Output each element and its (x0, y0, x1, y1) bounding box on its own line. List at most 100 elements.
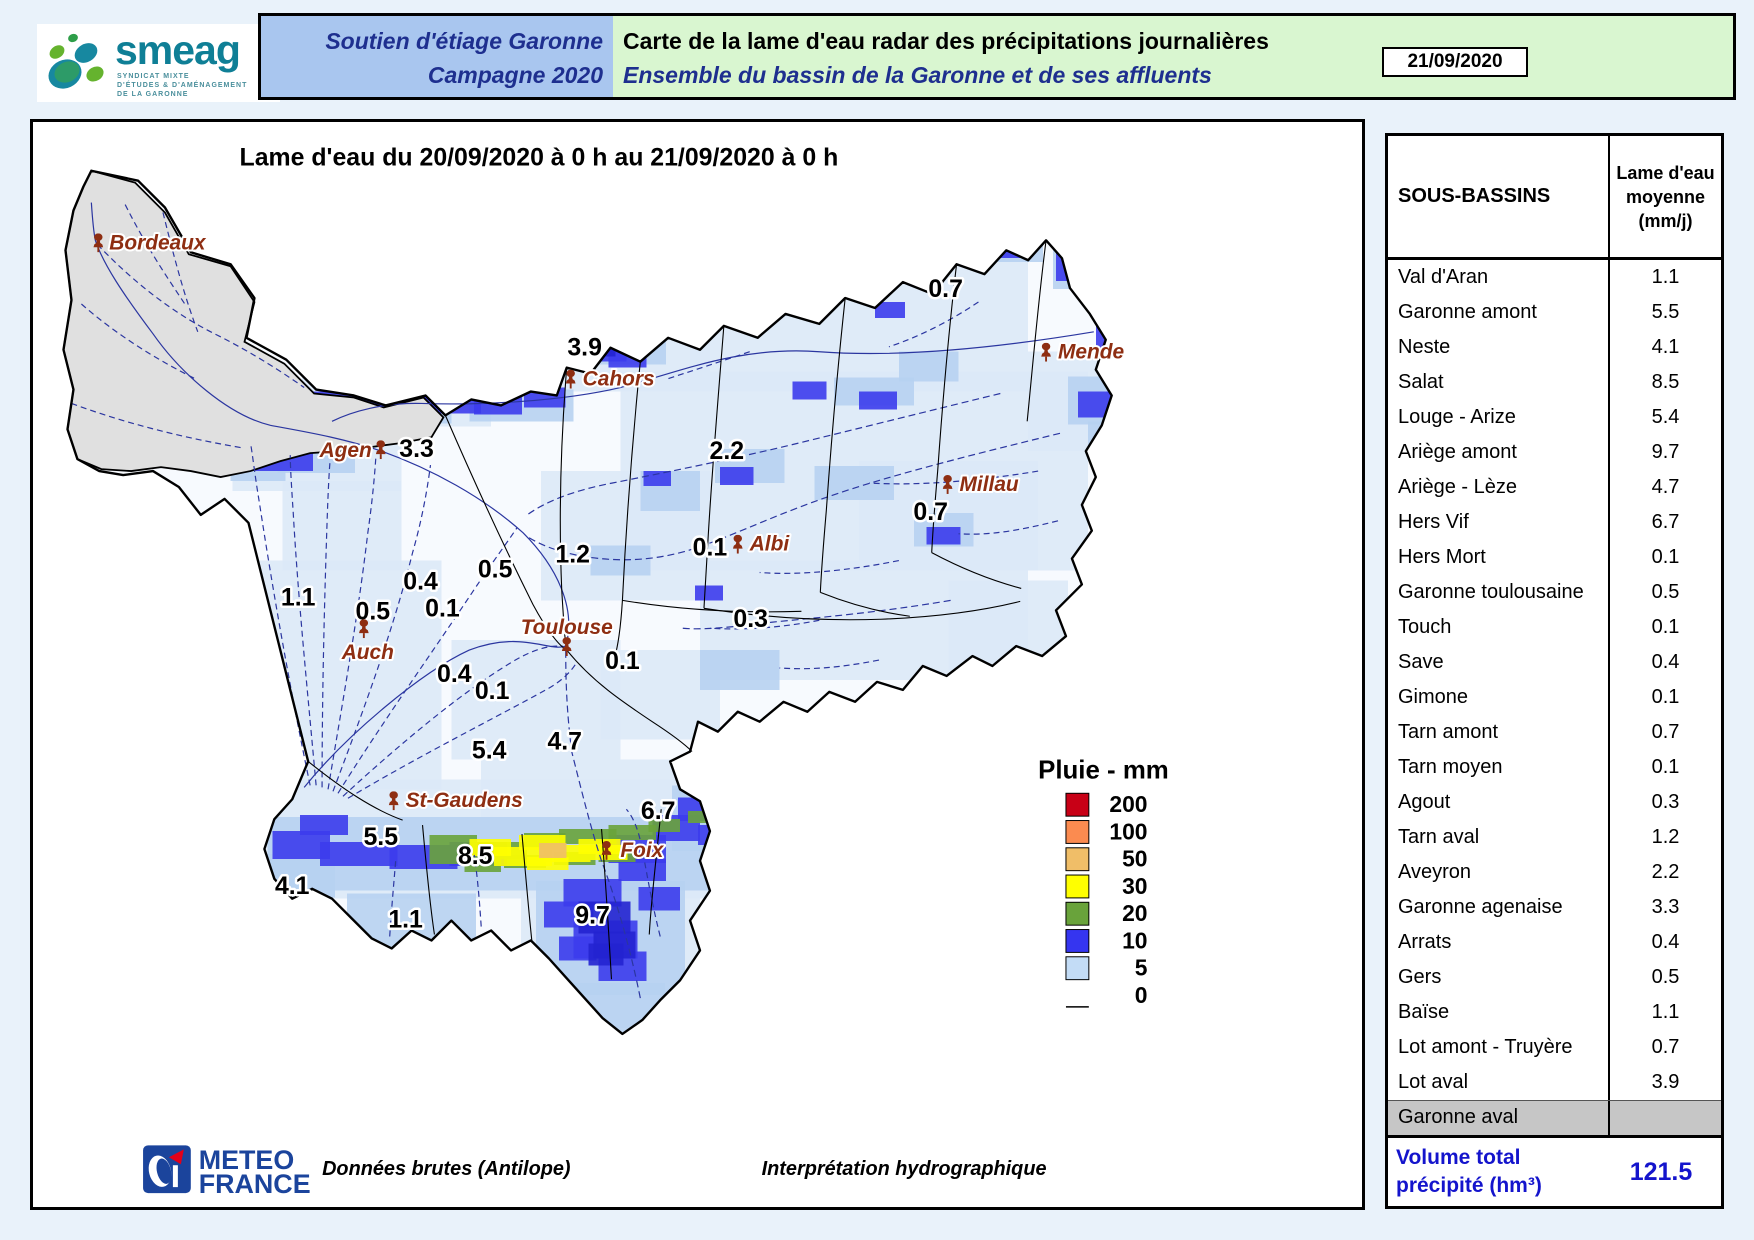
precip-cell (588, 943, 624, 966)
subbasin-name: Lot amont - Truyère (1388, 1030, 1610, 1065)
subbasin-name: Lot aval (1388, 1065, 1610, 1100)
precip-cell (590, 545, 651, 576)
precip-cell (719, 467, 754, 485)
subbasin-name: Garonne amont (1388, 295, 1610, 330)
city-label: Foix (620, 839, 664, 862)
table-row: Baïse 1.1 (1388, 995, 1721, 1030)
map-value-label: 5.5 (363, 823, 398, 851)
map-value-label: 0.5 (478, 556, 513, 584)
subbasin-value: 0.3 (1651, 791, 1680, 813)
precip-cell (638, 886, 681, 911)
table-row: Lot aval 3.9 (1388, 1065, 1721, 1100)
meteo-france-text1: METEO (199, 1145, 294, 1175)
precip-cell (690, 242, 1029, 392)
precip-cell (578, 901, 631, 934)
subbasin-name: Touch (1388, 610, 1610, 645)
table-row: Tarn aval 1.2 (1388, 820, 1721, 855)
subbasin-name: Gimone (1388, 680, 1610, 715)
map-value-label: 0.7 (928, 275, 963, 303)
col-header-sous-bassins: SOUS-BASSINS (1388, 136, 1610, 257)
subbasin-name: Gers (1388, 960, 1610, 995)
precip-cell (1056, 247, 1088, 282)
precip-cell (898, 351, 959, 382)
precip-cell (464, 858, 502, 872)
precip-cell (697, 825, 730, 846)
table-row: Aveyron 2.2 (1388, 855, 1721, 890)
precip-cell (282, 481, 402, 571)
program-line2: Campagne 2020 (427, 62, 603, 88)
precip-cell (643, 471, 672, 486)
map-value-label: 3.3 (399, 435, 434, 463)
meteo-france-text2: FRANCE (199, 1169, 311, 1199)
legend-label: 30 (1122, 873, 1147, 899)
table-body: Val d'Aran 1.1 Garonne amont 5.5 Neste 4.1 Sal… (1388, 260, 1721, 1135)
table-row: Save 0.4 (1388, 645, 1721, 680)
subbasin-value: 0.7 (1651, 721, 1680, 743)
subbasin-value: 5.5 (1651, 301, 1680, 323)
banner-title-line2: Ensemble du bassin de la Garonne et de s… (623, 62, 1212, 88)
subbasin-value: 4.1 (1651, 336, 1680, 358)
footer-source: Données brutes (Antilope) (322, 1158, 571, 1180)
title-box: Carte de la lame d'eau radar des précipi… (613, 16, 1733, 97)
map-value-labels: 0.7 3.9 3.3 2.2 0.7 0.1 1.2 0.5 0.4 1.1 0.5 0.1 0.3 0… (272, 273, 965, 936)
precip-cell (688, 811, 710, 824)
subbasin-name: Louge - Arize (1388, 400, 1610, 435)
table-row: Arrats 0.4 (1388, 925, 1721, 960)
map-value-label: 0.1 (425, 594, 460, 622)
map-value-label: 0.5 (356, 597, 391, 625)
map-value-label: 0.3 (733, 605, 768, 633)
legend-label: 10 (1122, 927, 1147, 953)
subbasin-name: Tarn aval (1388, 820, 1610, 855)
precip-cell (1087, 421, 1112, 462)
map-value-label: 1.2 (555, 541, 590, 569)
legend-label: 20 (1122, 900, 1147, 926)
subbasin-value: 3.9 (1651, 1071, 1680, 1093)
table-row: Neste 4.1 (1388, 330, 1721, 365)
table-header: SOUS-BASSINS Lame d'eau moyenne (mm/j) (1388, 136, 1721, 260)
total-volume-value: 121.5 (1629, 1157, 1693, 1186)
precip-cell (320, 842, 398, 866)
table-row: Hers Mort 0.1 (1388, 540, 1721, 575)
subbasin-value: 3.3 (1651, 896, 1680, 918)
subbasin-name: Baïse (1388, 995, 1610, 1030)
total-volume-box: Volume total précipité (hm³) 121.5 (1385, 1135, 1724, 1209)
precip-cell (948, 580, 1068, 670)
precip-cell (875, 302, 905, 318)
city-label: Auch (341, 641, 394, 664)
legend-swatch (1065, 929, 1090, 953)
map-value-label: 1.1 (388, 906, 423, 934)
subbasin-value: 1.2 (1651, 826, 1680, 848)
table-row: Louge - Arize 5.4 (1388, 400, 1721, 435)
subbasin-value: 0.5 (1651, 581, 1680, 603)
subbasin-value: 4.7 (1651, 476, 1680, 498)
total-volume-label: Volume total précipité (hm³) (1396, 1146, 1542, 1197)
subbasin-value: 8.5 (1651, 371, 1680, 393)
map-value-label: 0.4 (437, 660, 472, 688)
precip-cell (792, 381, 827, 400)
map-value-label: 0.1 (693, 534, 728, 562)
precip-cell (384, 379, 394, 389)
precip-cell (1077, 391, 1112, 418)
subbasin-name: Val d'Aran (1388, 260, 1610, 295)
map-panel: Lame d'eau du 20/09/2020 à 0 h au 21/09/… (30, 119, 1365, 1210)
precip-cell (814, 466, 894, 500)
table-row: Ariège amont 9.7 (1388, 435, 1721, 470)
precip-cell (926, 526, 961, 545)
precip-cell (648, 819, 681, 833)
city-label: Albi (749, 533, 791, 556)
legend-label: 5 (1135, 955, 1148, 981)
city-label: Cahors (583, 368, 655, 391)
subbasin-name: Arrats (1388, 925, 1610, 960)
subbasin-value: 6.7 (1651, 511, 1680, 533)
subbasin-name: Agout (1388, 785, 1610, 820)
subbasin-value: 0.1 (1651, 756, 1680, 778)
subbasin-name: Garonne aval (1388, 1101, 1610, 1135)
map-value-label: 0.1 (475, 677, 510, 705)
table-row: Garonne toulousaine 0.5 (1388, 575, 1721, 610)
program-box: Soutien d'étiage Garonne Campagne 2020 (261, 16, 613, 97)
subbasin-name: Salat (1388, 365, 1610, 400)
map-value-label: 1.1 (281, 583, 316, 611)
subbasin-name: Ariège amont (1388, 435, 1610, 470)
subbasin-boundaries (307, 240, 1047, 980)
